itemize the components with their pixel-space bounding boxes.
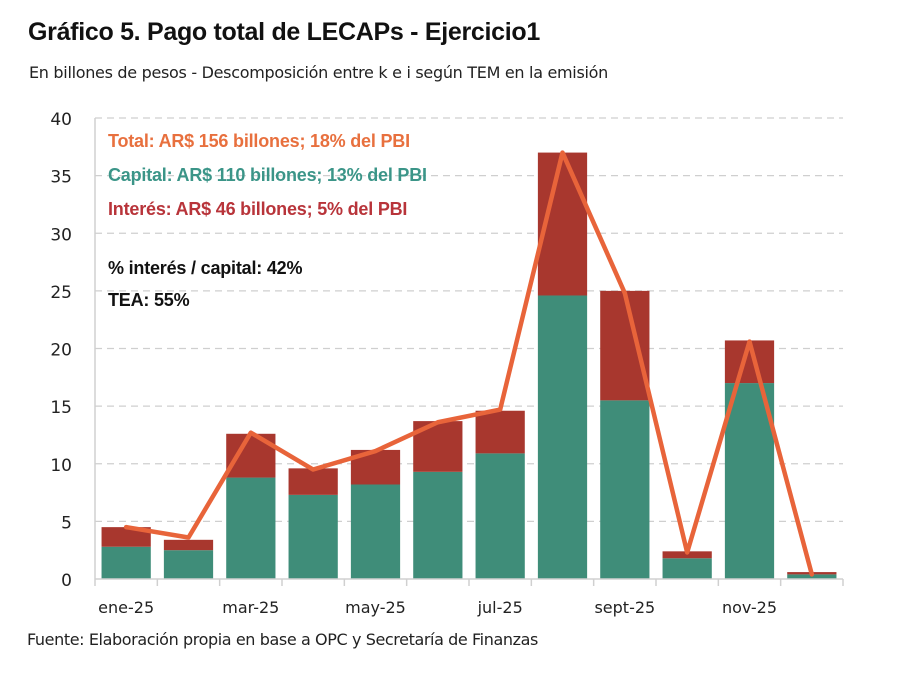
line-total	[123, 150, 815, 577]
chart-title: Gráfico 5. Pago total de LECAPs - Ejerci…	[28, 18, 540, 46]
annotation-ratio: % interés / capital: 42%	[108, 258, 303, 278]
bar-capital	[600, 400, 650, 579]
bar-capital	[724, 383, 775, 579]
gridlines	[94, 117, 843, 579]
bar-capital	[662, 558, 712, 579]
bar-capital	[101, 546, 151, 579]
chart-subtitle: En billones de pesos - Descomposición en…	[29, 63, 608, 82]
y-tick-label: 35	[50, 168, 72, 188]
bar-capital	[350, 484, 401, 579]
bar-capital	[226, 477, 276, 579]
bar-interes	[600, 290, 650, 401]
source-note: Fuente: Elaboración propia en base a OPC…	[27, 630, 538, 649]
y-axis-ticks: 0 5 10 15 20 25 30 35 40	[50, 110, 72, 591]
y-tick-label: 5	[61, 513, 72, 533]
x-tick-label: ene-25	[98, 598, 154, 617]
annotation-tea: TEA: 55%	[108, 290, 190, 310]
x-tick-label: sept-25	[594, 598, 655, 617]
y-tick-label: 0	[61, 571, 72, 591]
y-tick-label: 25	[50, 283, 72, 303]
bar-capital	[537, 295, 588, 579]
bar-capital	[475, 453, 525, 579]
y-tick-label: 40	[50, 110, 72, 130]
y-tick-label: 15	[50, 398, 72, 418]
x-tick-label: jul-25	[477, 598, 523, 617]
bar-interes	[475, 410, 525, 454]
x-axis	[94, 578, 844, 586]
x-tick-label: mar-25	[222, 598, 279, 617]
bar-capital	[288, 494, 338, 579]
x-tick-label: may-25	[345, 598, 406, 617]
x-tick-label: nov-25	[722, 598, 777, 617]
bar-interes	[288, 468, 338, 495]
y-tick-label: 20	[50, 341, 72, 361]
bars	[101, 152, 837, 579]
annotation-interes: Interés: AR$ 46 billones; 5% del PBI	[108, 199, 408, 219]
annotation-total: Total: AR$ 156 billones; 18% del PBI	[108, 131, 410, 151]
total-line-series	[123, 150, 815, 577]
bar-capital	[163, 550, 214, 579]
bar-capital	[787, 574, 837, 579]
bar-interes	[163, 539, 214, 551]
bar-capital	[413, 471, 463, 579]
y-tick-label: 30	[50, 225, 72, 245]
bar-interes	[662, 551, 712, 559]
x-axis-ticks: ene-25 mar-25 may-25 jul-25 sept-25 nov-25	[98, 598, 777, 617]
bar-interes	[101, 527, 151, 547]
y-tick-label: 10	[50, 456, 72, 476]
annotation-capital: Capital: AR$ 110 billones; 13% del PBI	[108, 165, 427, 185]
